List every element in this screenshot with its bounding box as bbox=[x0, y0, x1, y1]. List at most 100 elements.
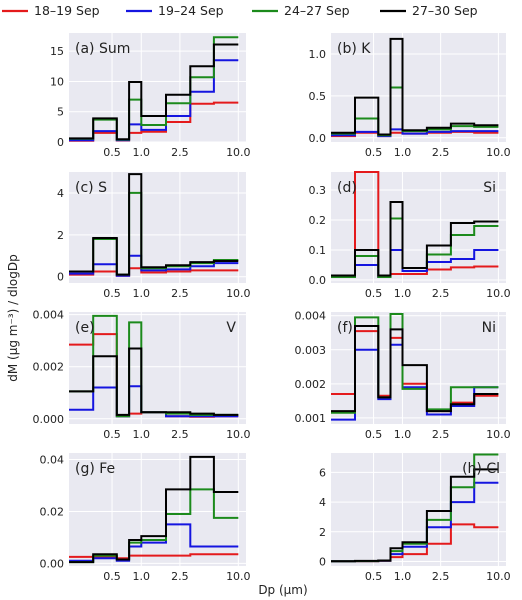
y-tick-label: 10 bbox=[50, 75, 64, 88]
series-27-30-sep-line bbox=[69, 43, 239, 141]
panel-element-label: Si bbox=[483, 180, 496, 196]
x-tick-label: 0.5 bbox=[365, 287, 383, 300]
y-tick-label: 4 bbox=[319, 496, 326, 509]
panel-label: (c) S bbox=[75, 180, 107, 196]
series-27-30-sep-line bbox=[331, 325, 499, 413]
series-19-24-sep-line bbox=[69, 59, 239, 142]
x-tick-label: 10.0 bbox=[486, 428, 511, 441]
x-tick-label: 2.5 bbox=[171, 428, 189, 441]
y-tick-label: 0 bbox=[57, 271, 64, 284]
y-tick-label: 5 bbox=[57, 106, 64, 119]
x-tick-label: 0.5 bbox=[103, 570, 121, 583]
panels-group: 0 5 10 15 0.5 1.0 2.5 10.0 (a) Sum 0.0 0.5 1.0 0.5 1.… bbox=[33, 33, 511, 583]
y-tick-label: 15 bbox=[50, 45, 64, 58]
x-tick-label: 10.0 bbox=[486, 287, 511, 300]
panel-f-ni: 0.001 0.002 0.003 0.004 0.5 1.0 2.5 10.0 (f) Ni bbox=[295, 310, 511, 441]
panel-label: (b) K bbox=[337, 41, 371, 57]
x-tick-label: 2.5 bbox=[171, 146, 189, 159]
series-19-24-sep-line bbox=[69, 385, 239, 418]
x-tick-label: 10.0 bbox=[486, 146, 511, 159]
y-tick-label: 6 bbox=[319, 466, 326, 479]
series-18-19-sep-line bbox=[69, 553, 239, 560]
x-tick-label: 1.0 bbox=[133, 428, 151, 441]
x-tick-label: 0.5 bbox=[103, 428, 121, 441]
legend-label-19-24-sep: 19–24 Sep bbox=[158, 3, 224, 18]
x-tick-label: 2.5 bbox=[171, 570, 189, 583]
x-tick-label: 10.0 bbox=[226, 570, 251, 583]
y-tick-label: 0.002 bbox=[295, 378, 327, 391]
y-tick-label: 0.02 bbox=[40, 505, 65, 518]
x-tick-label: 0.5 bbox=[103, 146, 121, 159]
panel-background bbox=[69, 312, 246, 424]
series-27-30-sep-line bbox=[331, 468, 499, 563]
y-tick-label: 0.001 bbox=[295, 412, 327, 425]
y-tick-label: 2 bbox=[57, 229, 64, 242]
x-tick-label: 1.0 bbox=[133, 287, 151, 300]
panel-a-sum: 0 5 10 15 0.5 1.0 2.5 10.0 (a) Sum bbox=[50, 33, 251, 159]
panel-element-label: Ni bbox=[482, 320, 496, 336]
y-tick-label: 0.00 bbox=[40, 557, 65, 570]
panel-b-k: 0.0 0.5 1.0 0.5 1.0 2.5 10.0 (b) K bbox=[309, 33, 511, 159]
y-tick-label: 0.2 bbox=[309, 214, 327, 227]
x-tick-label: 1.0 bbox=[133, 570, 151, 583]
y-tick-label: 0.04 bbox=[40, 453, 65, 466]
x-tick-label: 10.0 bbox=[226, 428, 251, 441]
panel-label: (d) bbox=[337, 180, 357, 196]
y-tick-label: 4 bbox=[57, 187, 64, 200]
panel-g-fe: 0.00 0.02 0.04 0.5 1.0 2.5 10.0 (g) Fe bbox=[40, 453, 251, 583]
x-tick-label: 0.5 bbox=[365, 570, 383, 583]
series-19-24-sep-line bbox=[69, 523, 239, 562]
x-tick-label: 1.0 bbox=[394, 287, 412, 300]
y-tick-label: 0.004 bbox=[295, 310, 327, 323]
y-tick-label: 0.0 bbox=[309, 132, 327, 145]
panel-label: (e) bbox=[75, 320, 95, 336]
x-tick-label: 10.0 bbox=[226, 146, 251, 159]
legend-label-27-30-sep: 27–30 Sep bbox=[412, 3, 478, 18]
panel-label: (g) Fe bbox=[75, 461, 115, 477]
series-27-30-sep-line bbox=[331, 201, 499, 277]
y-tick-label: 0.004 bbox=[33, 309, 65, 322]
y-tick-label: 0.3 bbox=[309, 184, 327, 197]
x-tick-label: 2.5 bbox=[432, 287, 450, 300]
panel-background bbox=[331, 33, 506, 142]
x-tick-label: 0.5 bbox=[103, 287, 121, 300]
x-axis-label: Dp (μm) bbox=[258, 583, 307, 597]
x-tick-label: 10.0 bbox=[486, 570, 511, 583]
x-tick-label: 2.5 bbox=[432, 570, 450, 583]
x-tick-label: 2.5 bbox=[432, 428, 450, 441]
series-24-27-sep-line bbox=[331, 313, 499, 414]
panel-h-cl: 0 2 4 6 0.5 1.0 2.5 10.0 (h) Cl bbox=[319, 453, 511, 583]
y-tick-label: 0.000 bbox=[33, 413, 65, 426]
series-27-30-sep-line bbox=[69, 455, 239, 564]
series-24-27-sep-line bbox=[69, 488, 239, 564]
y-tick-label: 0 bbox=[319, 556, 326, 569]
x-tick-label: 0.5 bbox=[365, 428, 383, 441]
panel-e-v: 0.000 0.002 0.004 0.5 1.0 2.5 10.0 (e) V bbox=[33, 309, 251, 441]
y-tick-label: 0.002 bbox=[33, 361, 65, 374]
panel-label: (a) Sum bbox=[75, 41, 130, 57]
series-27-30-sep-line bbox=[69, 173, 239, 276]
x-tick-label: 2.5 bbox=[171, 287, 189, 300]
x-tick-label: 10.0 bbox=[226, 287, 251, 300]
x-tick-label: 2.5 bbox=[432, 146, 450, 159]
panel-label: (f) bbox=[337, 320, 353, 336]
panel-element-label: V bbox=[226, 320, 236, 336]
y-tick-label: 0.5 bbox=[309, 90, 327, 103]
panel-c-s: 0 2 4 0.5 1.0 2.5 10.0 (c) S bbox=[57, 172, 251, 300]
series-27-30-sep-line bbox=[69, 347, 239, 416]
y-tick-label: 0.0 bbox=[309, 274, 327, 287]
legend-label-24-27-sep: 24–27 Sep bbox=[284, 3, 350, 18]
x-tick-label: 1.0 bbox=[394, 570, 412, 583]
x-tick-label: 1.0 bbox=[133, 146, 151, 159]
panel-label: (h) Cl bbox=[462, 461, 500, 477]
y-tick-label: 1.0 bbox=[309, 48, 327, 61]
series-27-30-sep-line bbox=[331, 37, 499, 136]
series-18-19-sep-line bbox=[69, 101, 239, 142]
legend: 18–19 Sep 19–24 Sep 24–27 Sep 27–30 Sep bbox=[2, 3, 478, 18]
y-tick-label: 0 bbox=[57, 136, 64, 149]
series-18-19-sep-line bbox=[331, 171, 499, 278]
y-tick-label: 0.003 bbox=[295, 344, 327, 357]
x-tick-label: 0.5 bbox=[365, 146, 383, 159]
y-tick-label: 0.1 bbox=[309, 244, 327, 257]
